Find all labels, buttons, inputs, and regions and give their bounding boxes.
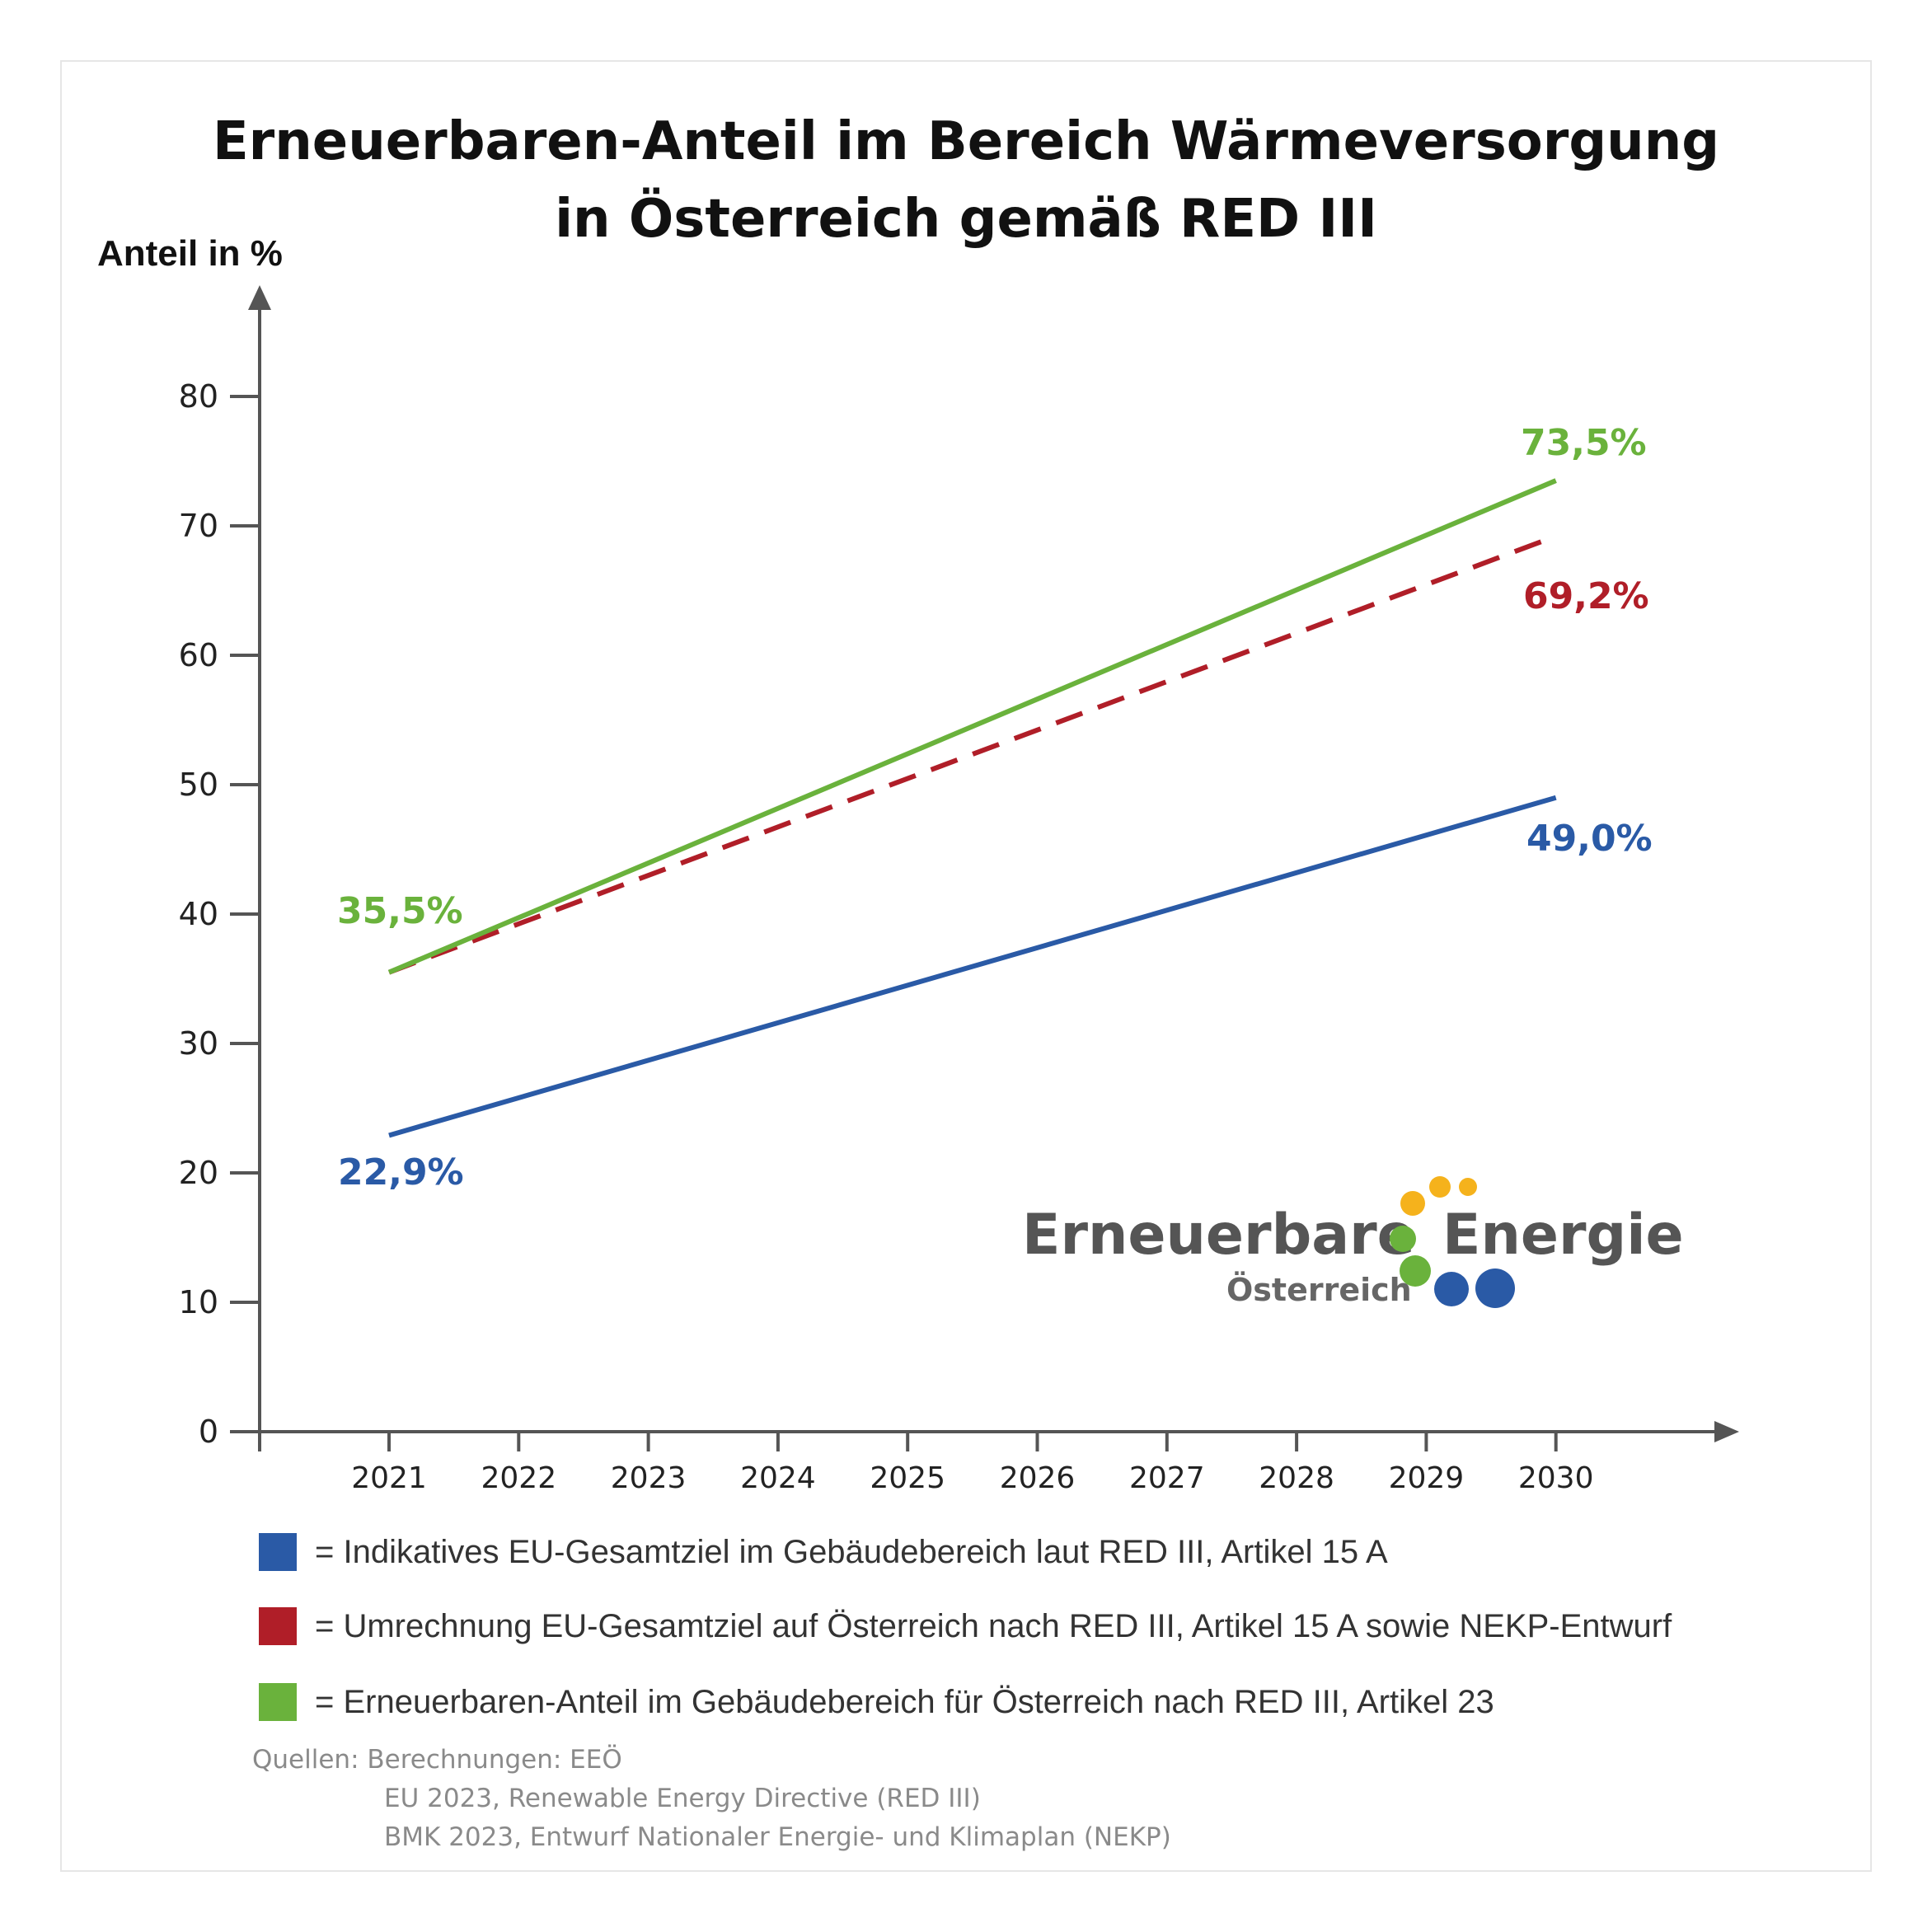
x-tick-label: 2030 <box>1518 1461 1594 1495</box>
logo-dot-blue-1 <box>1434 1272 1469 1306</box>
logo-dot-yellow-1 <box>1400 1191 1425 1216</box>
x-tick-label: 2026 <box>1000 1461 1076 1495</box>
y-tick-label: 80 <box>179 378 218 415</box>
y-tick-label: 0 <box>199 1414 218 1450</box>
y-tick-label: 60 <box>179 637 218 673</box>
legend-swatch-red <box>259 1607 297 1645</box>
y-tick-label: 10 <box>179 1284 218 1320</box>
source-line-2: EU 2023, Renewable Energy Directive (RED… <box>384 1784 981 1813</box>
x-tick-label: 2023 <box>611 1461 687 1495</box>
y-tick-label: 40 <box>179 896 218 932</box>
data-label-blue-2030: 49,0% <box>1526 818 1653 860</box>
y-tick-label: 50 <box>179 767 218 803</box>
legend-text-green: = Erneuerbaren-Anteil im Gebäudebereich … <box>315 1683 1494 1720</box>
data-label-red-2030: 69,2% <box>1523 575 1649 617</box>
source-line-3: BMK 2023, Entwurf Nationaler Energie- un… <box>384 1822 1171 1852</box>
figure-frame <box>60 60 1872 1872</box>
series-line-red <box>387 533 1557 975</box>
logo-word-oesterreich: Österreich <box>1226 1272 1412 1308</box>
legend-swatch-green <box>259 1683 297 1721</box>
chart-title-line-2: in Österreich gemäß RED III <box>555 189 1377 250</box>
chart-title: Erneuerbaren-Anteil im Bereich Wärmevers… <box>0 103 1932 258</box>
y-tick-label: 30 <box>179 1025 218 1062</box>
y-axis-label: Anteil in % <box>97 233 283 274</box>
legend-text-red: = Umrechnung EU-Gesamtziel auf Österreic… <box>315 1607 1672 1644</box>
source-line-1: Quellen: Berechnungen: EEÖ <box>252 1745 622 1775</box>
logo-dot-yellow-3 <box>1459 1178 1477 1196</box>
x-tick-label: 2024 <box>740 1461 816 1495</box>
data-label-green-2030: 73,5% <box>1521 422 1647 464</box>
x-tick-label: 2028 <box>1259 1461 1334 1495</box>
x-axis-arrow <box>1714 1421 1739 1442</box>
logo-word-energie: Energie <box>1442 1203 1684 1268</box>
x-axis-ticks: 2021 2022 2023 2024 2025 2026 2027 2028 2029 2030 <box>258 1432 1594 1495</box>
legend-swatch-blue <box>259 1533 297 1571</box>
chart-series <box>387 478 1557 1138</box>
series-line-green <box>387 478 1557 975</box>
legend-text-blue: = Indikatives EU-Gesamtziel im Gebäudebe… <box>315 1533 1388 1570</box>
x-tick-label: 2027 <box>1129 1461 1205 1495</box>
data-label-blue-2021: 22,9% <box>338 1151 464 1193</box>
eeoe-logo: Erneuerbare Energie Österreich <box>1014 1158 1684 1323</box>
chart-title-line-1: Erneuerbaren-Anteil im Bereich Wärmevers… <box>212 111 1720 172</box>
sources-note: Quellen: Berechnungen: EEÖ EU 2023, Rene… <box>252 1741 1171 1857</box>
y-tick-label: 20 <box>179 1155 218 1191</box>
y-axis-ticks: 0 10 20 30 40 50 60 70 80 <box>179 378 260 1450</box>
legend-item-blue: = Indikatives EU-Gesamtziel im Gebäudebe… <box>259 1531 1388 1573</box>
series-line-blue <box>388 795 1557 1138</box>
logo-dot-blue-2 <box>1475 1268 1515 1308</box>
logo-dot-yellow-2 <box>1429 1176 1451 1198</box>
x-tick-label: 2022 <box>481 1461 556 1495</box>
data-labels: 22,9% 49,0% 69,2% 35,5% 73,5% <box>337 422 1653 1193</box>
logo-dot-green-1 <box>1390 1226 1416 1252</box>
chart-axes <box>248 285 1739 1443</box>
x-tick-label: 2029 <box>1389 1461 1465 1495</box>
logo-word-erneuerbare: Erneuerbare <box>1022 1203 1415 1268</box>
x-tick-label: 2021 <box>351 1461 427 1495</box>
y-tick-label: 70 <box>179 508 218 544</box>
y-axis-arrow <box>248 285 271 310</box>
legend-item-green: = Erneuerbaren-Anteil im Gebäudebereich … <box>259 1681 1494 1723</box>
x-tick-label: 2025 <box>870 1461 945 1495</box>
data-label-green-2021: 35,5% <box>337 890 463 932</box>
logo-dot-green-2 <box>1400 1255 1431 1287</box>
legend-item-red: = Umrechnung EU-Gesamtziel auf Österreic… <box>259 1606 1672 1647</box>
